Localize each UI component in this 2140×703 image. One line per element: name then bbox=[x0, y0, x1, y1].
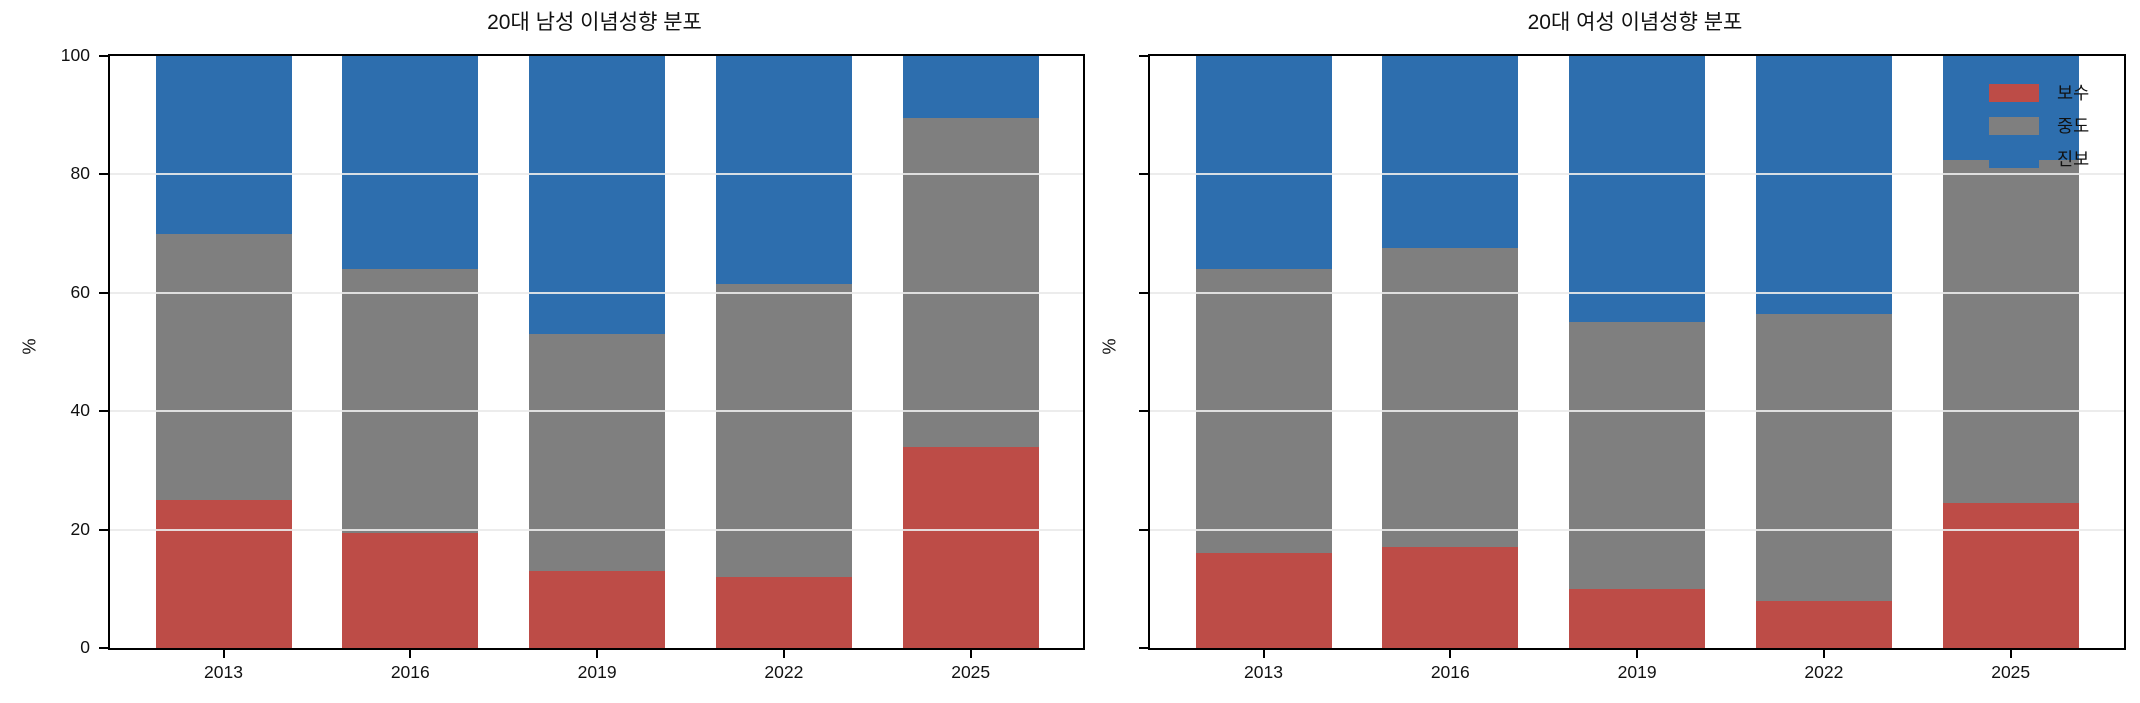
y-tick-0 bbox=[99, 647, 108, 649]
gridline-60 bbox=[1150, 291, 2124, 294]
bar-2025-진보 bbox=[902, 56, 1039, 119]
legend-item-보수: 보수 bbox=[1989, 80, 2089, 105]
bar-2016-보수 bbox=[342, 532, 479, 648]
bar-2025-중도 bbox=[1942, 159, 2079, 503]
chart-male: 20대 남성 이념성향 분포 % 2013 2016 2019 2022 2025 0 20… bbox=[0, 0, 1085, 703]
bar-2013-보수 bbox=[1195, 553, 1332, 648]
x-tick-2013 bbox=[222, 650, 225, 658]
x-tick-label-2016: 2016 bbox=[1430, 662, 1470, 682]
y-tick-100 bbox=[99, 55, 108, 57]
x-tick-label-2019: 2019 bbox=[1617, 662, 1657, 682]
bar-2013-보수 bbox=[155, 500, 292, 648]
x-tick-2022 bbox=[1822, 650, 1825, 658]
x-tick-label-2022: 2022 bbox=[764, 662, 804, 682]
legend-item-중도: 중도 bbox=[1989, 113, 2089, 138]
x-tick-2019 bbox=[596, 650, 599, 658]
gridline-80 bbox=[1150, 173, 2124, 176]
y-tick-label-60: 60 bbox=[70, 281, 90, 302]
bar-2019-중도 bbox=[529, 334, 666, 572]
x-tick-label-2013: 2013 bbox=[204, 662, 243, 682]
y-tick-80 bbox=[99, 173, 108, 176]
legend-item-진보: 진보 bbox=[1989, 146, 2089, 171]
bar-2016-진보 bbox=[1382, 56, 1519, 249]
legend-swatch-중도 bbox=[1989, 116, 2039, 135]
bar-2019-중도 bbox=[1569, 322, 1706, 589]
x-tick-label-2013: 2013 bbox=[1244, 662, 1283, 682]
y-tick-40 bbox=[99, 410, 108, 413]
chart-title-male: 20대 남성 이념성향 분포 bbox=[487, 11, 702, 34]
bar-2022-진보 bbox=[1755, 56, 1892, 314]
y-tick-label-0: 0 bbox=[80, 637, 90, 657]
x-tick-2019 bbox=[1636, 650, 1639, 658]
gridline-60 bbox=[110, 291, 1083, 294]
plot-area-male: 2013 2016 2019 2022 2025 0 20 40 60 80 100 bbox=[61, 45, 1085, 682]
y-tick-label-20: 20 bbox=[70, 518, 90, 539]
y-tick-label-80: 80 bbox=[70, 163, 90, 184]
bar-2016-중도 bbox=[1382, 248, 1519, 548]
bar-2022-진보 bbox=[715, 56, 852, 284]
bar-2025-진보 bbox=[1942, 56, 2079, 160]
legend-swatch-보수 bbox=[1989, 83, 2039, 102]
y-tick-20 bbox=[99, 528, 108, 531]
y-tick-100 bbox=[1139, 55, 1148, 57]
y-tick-label-40: 40 bbox=[70, 400, 90, 421]
x-tick-2025 bbox=[969, 650, 972, 658]
bar-2025-보수 bbox=[1942, 502, 2079, 648]
x-tick-label-2022: 2022 bbox=[1804, 662, 1844, 682]
legend-label-중도: 중도 bbox=[2057, 116, 2090, 136]
legend-label-진보: 진보 bbox=[2057, 149, 2090, 169]
y-tick-label-100: 100 bbox=[60, 45, 90, 65]
gridline-20 bbox=[1150, 528, 2124, 531]
chart-title-female: 20대 여성 이념성향 분포 bbox=[1527, 11, 1743, 34]
gridline-20 bbox=[110, 528, 1083, 531]
bar-2022-보수 bbox=[1755, 600, 1892, 648]
bar-2019-보수 bbox=[529, 571, 666, 648]
bar-2025-보수 bbox=[902, 446, 1039, 648]
gridline-40 bbox=[1150, 410, 2124, 413]
bar-2013-진보 bbox=[1195, 56, 1332, 270]
x-tick-2022 bbox=[782, 650, 785, 658]
x-tick-2016 bbox=[409, 650, 412, 658]
bar-2016-보수 bbox=[1382, 547, 1519, 648]
y-tick-80 bbox=[1139, 173, 1148, 176]
y-tick-40 bbox=[1139, 410, 1148, 413]
x-tick-2013 bbox=[1262, 650, 1265, 658]
x-tick-2016 bbox=[1449, 650, 1452, 658]
y-tick-60 bbox=[1139, 291, 1148, 294]
bar-2019-진보 bbox=[1569, 56, 1706, 323]
bar-2025-중도 bbox=[902, 118, 1039, 447]
bar-2013-진보 bbox=[155, 56, 292, 234]
y-axis-label-male: % bbox=[19, 338, 40, 355]
x-tick-label-2016: 2016 bbox=[390, 662, 430, 682]
gridline-80 bbox=[110, 173, 1083, 176]
bar-2022-보수 bbox=[715, 576, 852, 648]
x-tick-label-2019: 2019 bbox=[577, 662, 617, 682]
y-tick-20 bbox=[1139, 528, 1148, 531]
x-tick-label-2025: 2025 bbox=[951, 662, 991, 682]
bar-2019-보수 bbox=[1569, 588, 1706, 648]
legend-swatch-진보 bbox=[1989, 149, 2039, 168]
gridline-40 bbox=[110, 410, 1083, 413]
y-tick-0 bbox=[1139, 647, 1148, 649]
y-tick-60 bbox=[99, 291, 108, 294]
legend-label-보수: 보수 bbox=[2057, 83, 2090, 103]
bar-2013-중도 bbox=[155, 233, 292, 500]
bar-2022-중도 bbox=[715, 283, 852, 577]
bar-2022-중도 bbox=[1755, 313, 1892, 601]
y-axis-label-female: % bbox=[1099, 338, 1120, 355]
x-tick-2025 bbox=[2009, 650, 2012, 658]
bar-2016-중도 bbox=[342, 269, 479, 533]
x-tick-label-2025: 2025 bbox=[1991, 662, 2031, 682]
bar-2019-진보 bbox=[529, 56, 666, 335]
bar-2016-진보 bbox=[342, 56, 479, 270]
